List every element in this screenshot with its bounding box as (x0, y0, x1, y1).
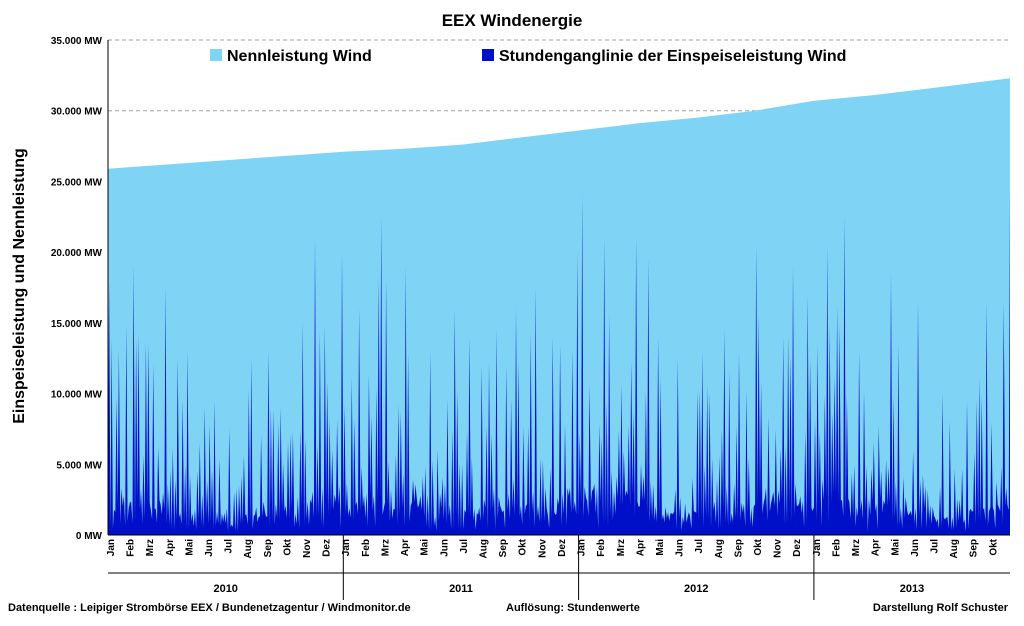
x-month-label: Aug (949, 539, 960, 558)
footer-author: Darstellung Rolf Schuster (873, 602, 1009, 614)
x-month-label: Jun (204, 539, 215, 557)
footer-source: Datenquelle : Leipiger Strombörse EEX / … (8, 602, 411, 614)
x-month-label: Nov (537, 539, 548, 558)
x-month-label: Mrz (145, 539, 156, 556)
x-month-label: Nov (773, 539, 784, 558)
y-tick-label: 20.000 MW (51, 248, 103, 259)
x-month-label: Sep (969, 539, 980, 557)
x-month-label: Mrz (381, 539, 392, 556)
x-month-label: Aug (479, 539, 490, 558)
y-tick-label: 5.000 MW (56, 460, 102, 471)
y-tick-label: 15.000 MW (51, 319, 103, 330)
x-month-label: Mrz (616, 539, 627, 556)
axes (107, 40, 1010, 536)
x-month-label: Jan (577, 539, 588, 556)
x-month-label: Jul (694, 539, 705, 554)
x-month-label: Aug (243, 539, 254, 558)
legend-swatch-einspeisung (482, 49, 494, 61)
nennleistung-area (108, 78, 1010, 535)
y-tick-label: 25.000 MW (51, 177, 103, 188)
x-month-label: Jul (459, 539, 470, 554)
x-year-label: 2012 (684, 583, 708, 595)
x-year-label: 2010 (213, 583, 237, 595)
x-month-label: Jun (910, 539, 921, 557)
x-month-label: Mrz (851, 539, 862, 556)
x-month-label: Apr (165, 539, 176, 556)
x-month-label: Dez (557, 539, 568, 557)
einspeisung-area (108, 195, 1010, 535)
x-month-label: Feb (126, 539, 137, 557)
y-tick-label: 30.000 MW (51, 107, 103, 118)
y-tick-label: 35.000 MW (51, 36, 103, 47)
x-axis-months: Jan Feb Mrz Apr Mai Jun Jul Aug Sep Okt Nov Dez Jan F… (106, 538, 999, 558)
x-year-label: 2011 (449, 583, 473, 595)
footer-resolution: Auflösung: Stundenwerte (506, 602, 640, 614)
y-axis-ticks: 0 MW 5.000 MW 10.000 MW 15.000 MW 20.000 MW 2… (51, 36, 103, 542)
x-month-label: Mai (420, 539, 431, 556)
y-tick-label: 10.000 MW (51, 390, 103, 401)
x-year-label: 2013 (900, 583, 924, 595)
x-month-label: Dez (792, 539, 803, 557)
x-month-label: Jul (930, 539, 941, 554)
x-month-label: Apr (871, 539, 882, 556)
x-month-label: Nov (302, 539, 313, 558)
x-month-label: Jun (675, 539, 686, 557)
x-month-label: Jan (812, 539, 823, 556)
x-month-label: Jul (224, 539, 235, 554)
x-month-label: Jan (341, 539, 352, 556)
x-month-label: Okt (518, 538, 529, 555)
x-month-label: Aug (714, 539, 725, 558)
x-month-label: Dez (322, 539, 333, 557)
einspeisung-area-shape (108, 195, 1010, 535)
x-month-label: Okt (988, 538, 999, 555)
x-month-label: Apr (635, 539, 646, 556)
legend: Nennleistung Wind Stundenganglinie der E… (210, 48, 846, 65)
x-month-label: Jun (439, 539, 450, 557)
legend-label-nennleistung: Nennleistung Wind (227, 48, 372, 65)
x-month-label: Feb (361, 539, 372, 557)
x-month-label: Okt (753, 538, 764, 555)
y-axis-label: Einspeiseleistung und Nennleistung (11, 148, 28, 424)
legend-swatch-nennleistung (210, 49, 222, 61)
x-month-label: Sep (733, 539, 744, 557)
x-month-label: Apr (400, 539, 411, 556)
legend-label-einspeisung: Stundenganglinie der Einspeiseleistung W… (499, 48, 846, 65)
x-month-label: Mai (184, 539, 195, 556)
x-month-label: Jan (106, 539, 117, 556)
x-month-label: Mai (655, 539, 666, 556)
x-month-label: Mai (890, 539, 901, 556)
y-tick-label: 0 MW (76, 531, 103, 542)
x-month-label: Sep (498, 539, 509, 557)
nennleistung-area-shape (108, 78, 1010, 535)
x-month-label: Feb (832, 539, 843, 557)
x-month-label: Okt (282, 538, 293, 555)
chart-title: EEX Windenergie (442, 11, 583, 30)
x-month-label: Sep (263, 539, 274, 557)
x-axis-years: 2010 2011 2012 2013 (108, 535, 1010, 600)
x-month-label: Feb (596, 539, 607, 557)
